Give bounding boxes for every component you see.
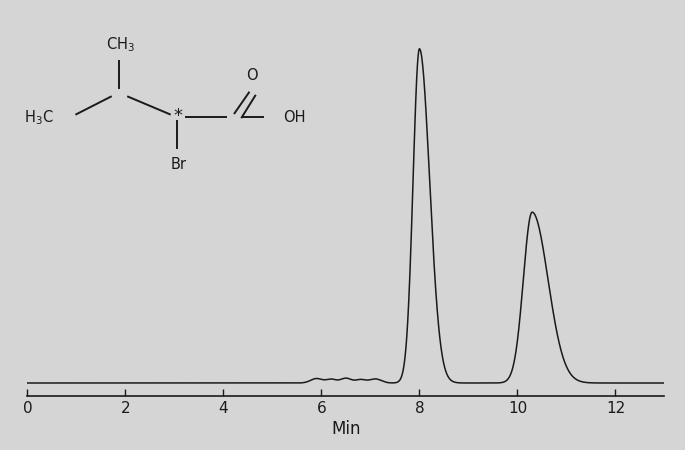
Text: *: * <box>174 107 183 125</box>
X-axis label: Min: Min <box>331 420 361 438</box>
Text: OH: OH <box>284 110 306 125</box>
Text: O: O <box>246 68 258 83</box>
Text: H$_3$C: H$_3$C <box>24 108 53 127</box>
Text: CH$_3$: CH$_3$ <box>106 36 136 54</box>
Text: Br: Br <box>171 157 186 172</box>
